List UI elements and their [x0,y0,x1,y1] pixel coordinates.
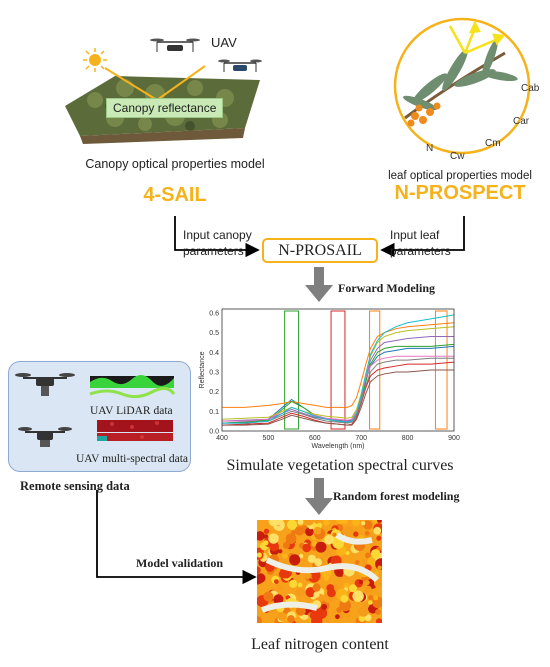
multispectral-data-label: UAV multi-spectral data [76,453,188,465]
canopy-model-name: 4-SAIL [143,184,207,206]
nitrogen-map-image [257,520,382,623]
chart-y-tick-label: 0.4 [209,350,219,357]
spectral-chart: 400 500 600 700 800 900 0.0 0.1 0.2 0.3 0.4 0.5 0.6… [196,303,462,453]
chart-x-tick-label: 500 [263,435,275,442]
arrow-leaf-to-prosail [380,216,465,258]
remote-sensing-caption: Remote sensing data [20,479,130,493]
sun-icon [83,48,107,72]
chart-y-tick-label: 0.1 [209,409,219,416]
n-prosail-box: N-PROSAIL [262,238,378,263]
forward-modeling-label: Forward Modeling [338,281,435,295]
random-forest-arrow [305,478,333,515]
chart-x-tick-label: 700 [355,435,367,442]
chart-y-tick-label: 0.2 [209,389,219,396]
chart-x-tick-label: 600 [309,435,321,442]
chart-series-line [221,326,455,420]
multispectral-image [97,420,173,441]
uav-drone-icon [218,59,262,72]
chart-y-tick-label: 0.6 [209,310,219,317]
chart-frame [221,308,455,432]
chart-y-tick-label: 0.3 [209,369,219,376]
chart-series-line [221,361,455,426]
leaf-light-arrows [448,20,506,55]
leaf-param-labels: Cab Car Cm Cw N [426,83,540,162]
model-validation-label: Model validation [136,556,224,570]
leaf-model-caption: leaf optical properties model [388,170,532,182]
chart-x-tick-label: 800 [402,435,414,442]
leaf-model-name: N-PROSPECT [394,182,526,204]
chart-highlight-band [330,310,346,430]
svg-text:N: N [426,143,433,154]
spectral-caption: Simulate vegetation spectral curves [226,457,454,474]
chart-series-line [222,314,455,424]
chart-series-line [222,322,455,408]
canopy-model-caption: Canopy optical properties model [85,157,265,171]
lidar-point-cloud [89,374,176,399]
uav-label: UAV [211,35,237,50]
chart-series-line [222,369,454,426]
input-leaf-label: Input leaf parameters [390,228,451,258]
chart-x-tick-label: 900 [448,435,460,442]
random-forest-label: Random forest modeling [333,489,460,503]
svg-text:Car: Car [513,116,530,127]
arrow-canopy-to-prosail [174,216,260,258]
forward-modeling-arrow [305,267,333,302]
chart-y-tick-label: 0.0 [209,429,219,436]
sea-buckthorn-branch [403,39,518,127]
remote-sensing-images [15,373,176,447]
multispectral-drone-icon [18,427,72,447]
chart-series-line [222,357,454,424]
lidar-drone-icon [15,373,75,396]
chart-x-tick-label: 400 [216,435,228,442]
chart-xlabel: Wavelength (nm) [311,443,364,450]
chart-y-tick-label: 0.5 [209,330,219,337]
uav-drone-icon [150,38,200,52]
lidar-data-label: UAV LiDAR data [90,405,173,417]
leaf-param-circle [393,17,531,155]
svg-text:Cw: Cw [450,151,465,162]
svg-text:Cab: Cab [521,83,540,94]
input-canopy-label: Input canopy parameters [183,228,252,258]
leaf-diagram: Cab Car Cm Cw N [393,17,540,162]
nitrogen-caption: Leaf nitrogen content [251,636,389,653]
arrow-model-validation [96,490,257,585]
canopy-reflectance-label: Canopy reflectance [106,98,224,118]
chart-ylabel: Reflectance [199,351,206,388]
svg-text:Cm: Cm [485,138,501,149]
chart-highlight-band [284,310,300,430]
